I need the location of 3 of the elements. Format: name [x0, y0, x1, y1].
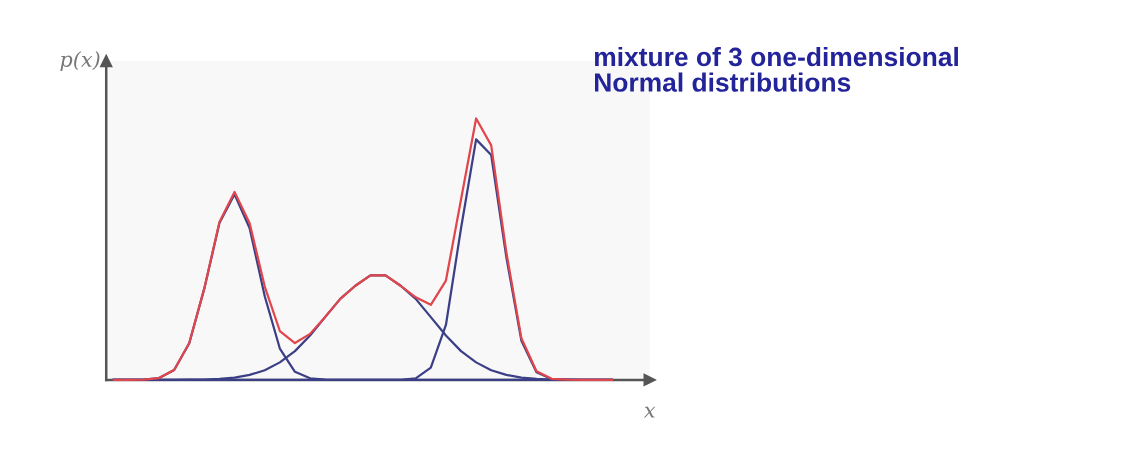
text: mixture of 3 one-dimensional Normal distributions	[594, 46, 958, 92]
x-axis-title: x	[643, 406, 656, 418]
y-axis-title: p(x)	[60, 50, 100, 72]
